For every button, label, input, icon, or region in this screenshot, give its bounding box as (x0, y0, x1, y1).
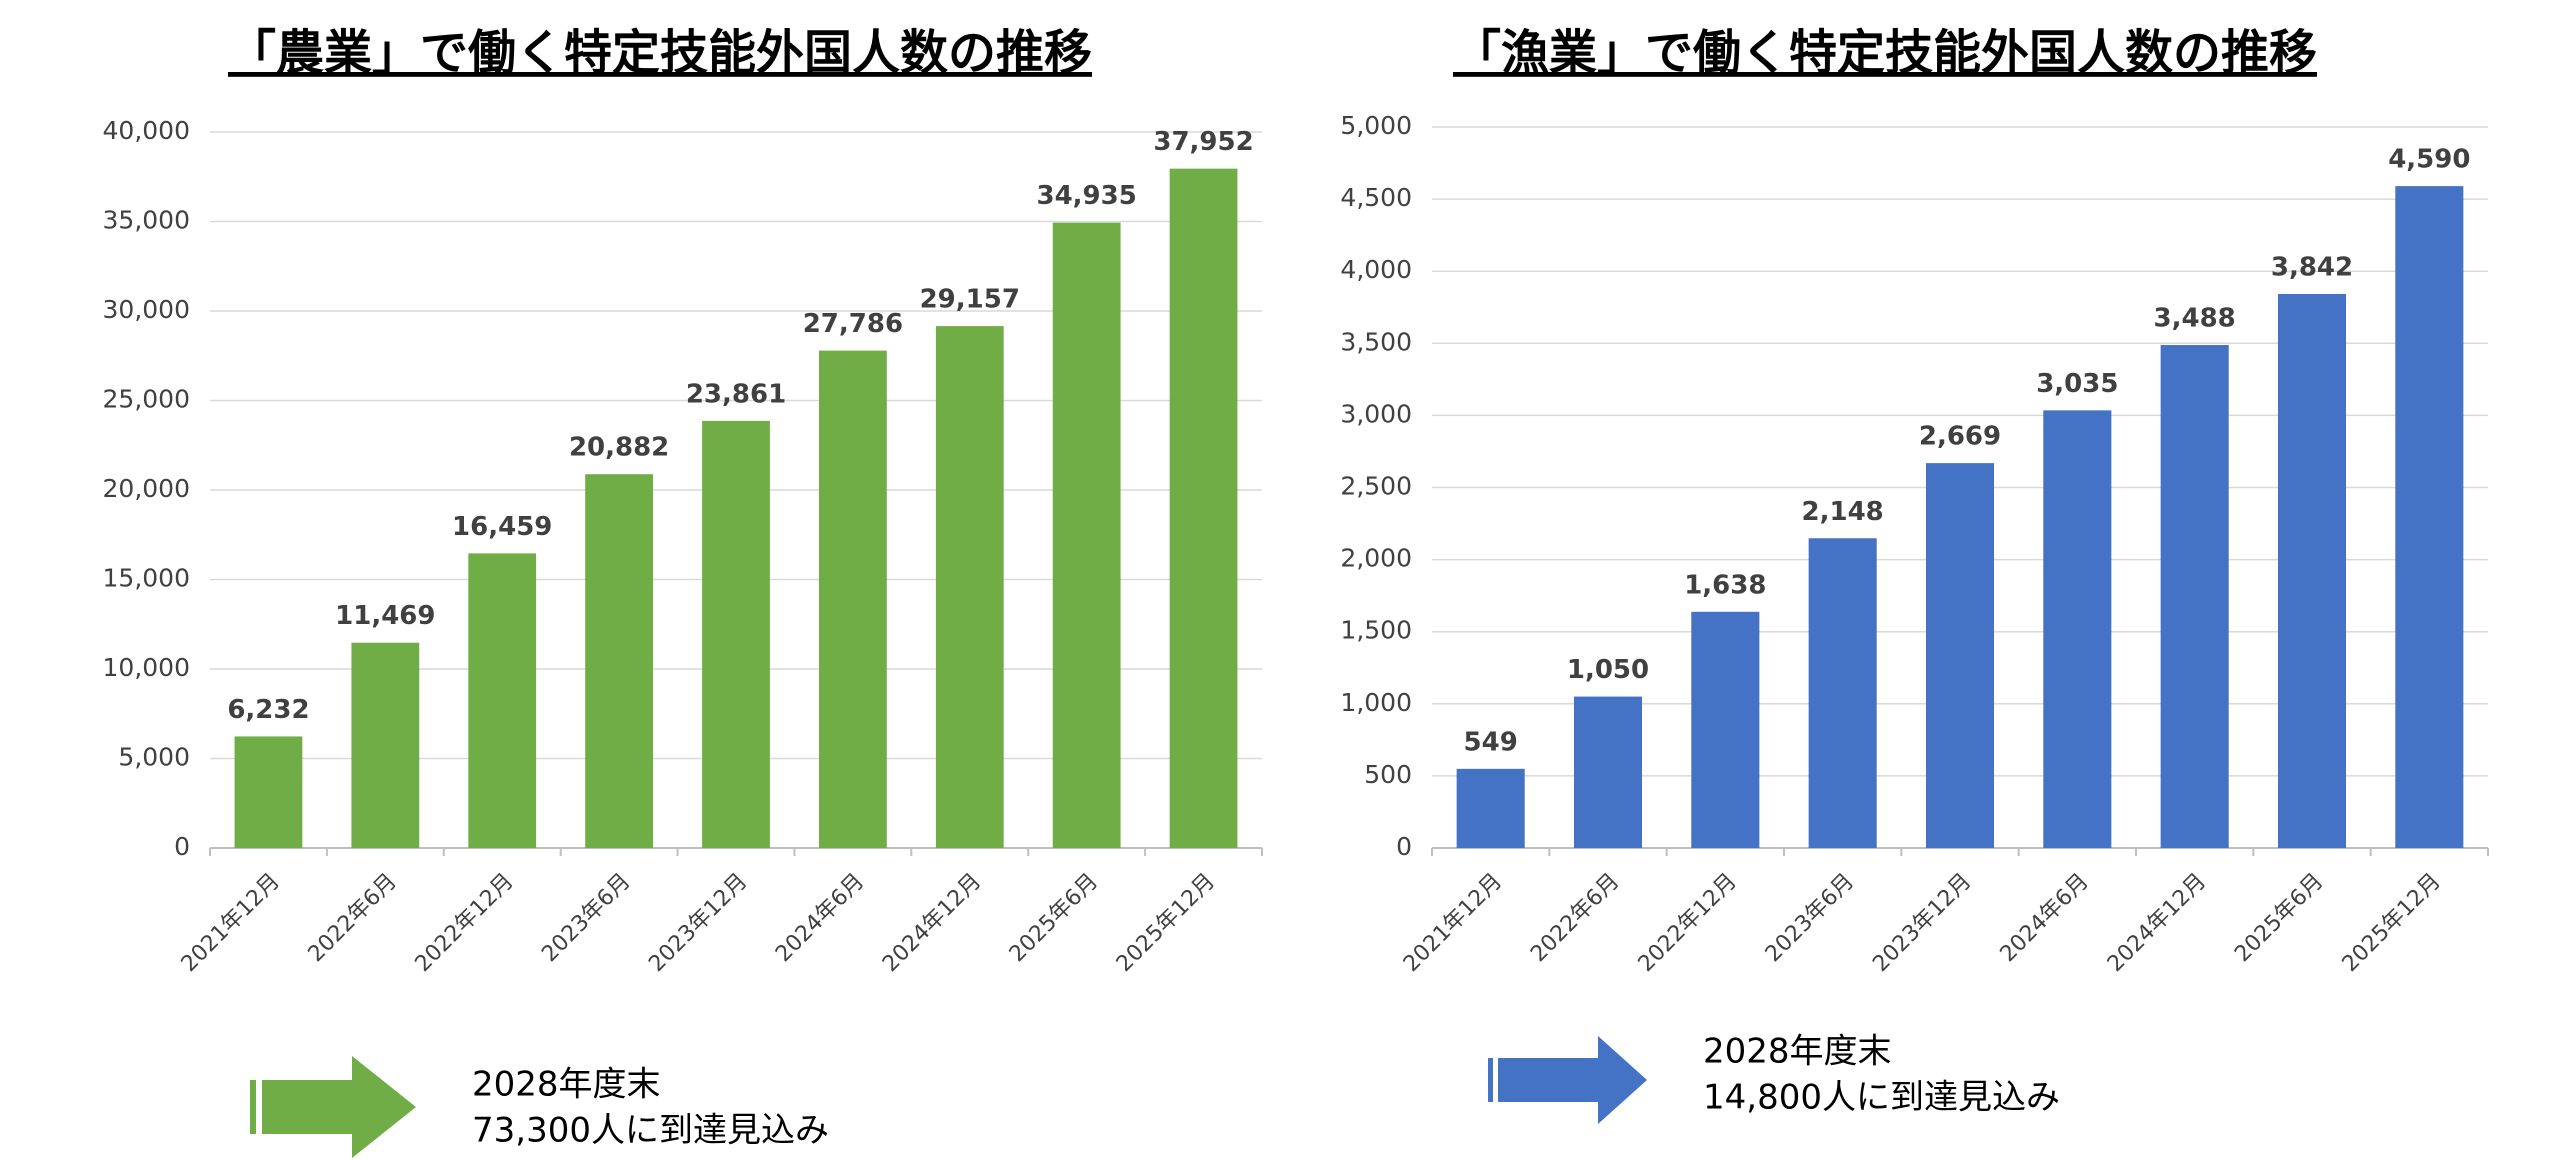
bar (2043, 410, 2112, 848)
y-tick-label: 30,000 (103, 295, 190, 324)
value-label: 1,050 (1567, 655, 1649, 685)
y-tick-label: 4,000 (1340, 255, 1412, 284)
arrow-right (1488, 1036, 1647, 1124)
value-label: 34,935 (1036, 181, 1136, 211)
bar (585, 474, 654, 848)
x-tick-label: 2023年6月 (537, 869, 635, 967)
y-tick-label: 5,000 (118, 743, 190, 772)
value-label: 6,232 (227, 695, 309, 725)
bar (234, 736, 303, 848)
bar (351, 642, 420, 848)
x-tick-label: 2021年12月 (177, 869, 285, 977)
y-tick-label: 1,500 (1340, 616, 1412, 645)
value-label: 549 (1464, 727, 1518, 757)
value-label: 11,469 (335, 601, 435, 631)
annotation: 73,300人に到達見込み (472, 1111, 829, 1151)
value-label: 4,590 (2388, 145, 2470, 175)
bar (1691, 611, 1760, 848)
bar (1808, 538, 1877, 848)
x-tick-label: 2022年12月 (411, 869, 519, 977)
y-tick-label: 0 (174, 832, 190, 861)
arrow-left (250, 1056, 416, 1158)
bar (2160, 345, 2229, 848)
x-tick-label: 2022年6月 (1526, 869, 1624, 967)
y-tick-label: 10,000 (103, 653, 190, 682)
x-tick-label: 2024年6月 (1996, 869, 2094, 967)
value-label: 1,638 (1684, 570, 1766, 600)
y-tick-label: 500 (1364, 760, 1412, 789)
y-tick-label: 20,000 (103, 474, 190, 503)
x-tick-label: 2025年12月 (1112, 869, 1220, 977)
y-tick-label: 3,000 (1340, 399, 1412, 428)
bar (1925, 463, 1995, 848)
bar (702, 420, 770, 848)
bar (2395, 186, 2464, 848)
value-label: 37,952 (1153, 127, 1253, 157)
x-tick-label: 2025年6月 (1005, 869, 1103, 967)
x-tick-label: 2022年12月 (1634, 869, 1742, 977)
x-tick-label: 2023年6月 (1761, 869, 1859, 967)
bar (1573, 696, 1643, 848)
x-tick-label: 2025年6月 (2230, 869, 2328, 967)
x-tick-label: 2024年6月 (771, 869, 869, 967)
y-tick-label: 40,000 (103, 116, 190, 145)
y-tick-label: 35,000 (103, 206, 190, 235)
value-label: 3,035 (2036, 369, 2118, 399)
x-tick-label: 2024年12月 (878, 869, 986, 977)
value-label: 2,669 (1919, 422, 2001, 452)
value-label: 2,148 (1802, 497, 1884, 527)
y-tick-label: 25,000 (103, 385, 190, 414)
y-tick-label: 4,500 (1340, 183, 1412, 212)
y-tick-label: 5,000 (1340, 111, 1412, 140)
chart-title: 「漁業」で働く特定技能外国人数の推移 (1453, 25, 2317, 81)
x-tick-label: 2021年12月 (1399, 869, 1507, 977)
y-tick-label: 1,000 (1340, 688, 1412, 717)
chart-title: 「農業」で働く特定技能外国人数の推移 (228, 25, 1092, 81)
annotation: 2028年度末 (472, 1065, 661, 1105)
bar (2277, 293, 2347, 848)
value-label: 20,882 (569, 433, 669, 463)
value-label: 3,488 (2154, 304, 2236, 334)
value-label: 23,861 (686, 379, 786, 409)
bar (468, 553, 537, 848)
bar (1456, 768, 1525, 848)
x-tick-label: 2025年12月 (2338, 869, 2446, 977)
y-tick-label: 0 (1396, 832, 1412, 861)
bar (818, 350, 887, 848)
x-tick-label: 2024年12月 (2103, 869, 2211, 977)
y-tick-label: 3,500 (1340, 327, 1412, 356)
x-tick-label: 2023年12月 (1868, 869, 1976, 977)
y-tick-label: 2,500 (1340, 472, 1412, 501)
value-label: 29,157 (920, 285, 1020, 315)
bar (1052, 222, 1121, 848)
x-tick-label: 2023年12月 (644, 869, 752, 977)
value-label: 3,842 (2271, 252, 2353, 282)
value-label: 27,786 (803, 309, 903, 339)
value-label: 16,459 (452, 512, 552, 542)
bar (935, 326, 1004, 848)
annotation: 2028年度末 (1703, 1032, 1892, 1072)
x-tick-label: 2022年6月 (304, 869, 402, 967)
y-tick-label: 2,000 (1340, 544, 1412, 573)
y-tick-label: 15,000 (103, 564, 190, 593)
bar (1169, 168, 1238, 849)
annotation: 14,800人に到達見込み (1703, 1078, 2060, 1118)
